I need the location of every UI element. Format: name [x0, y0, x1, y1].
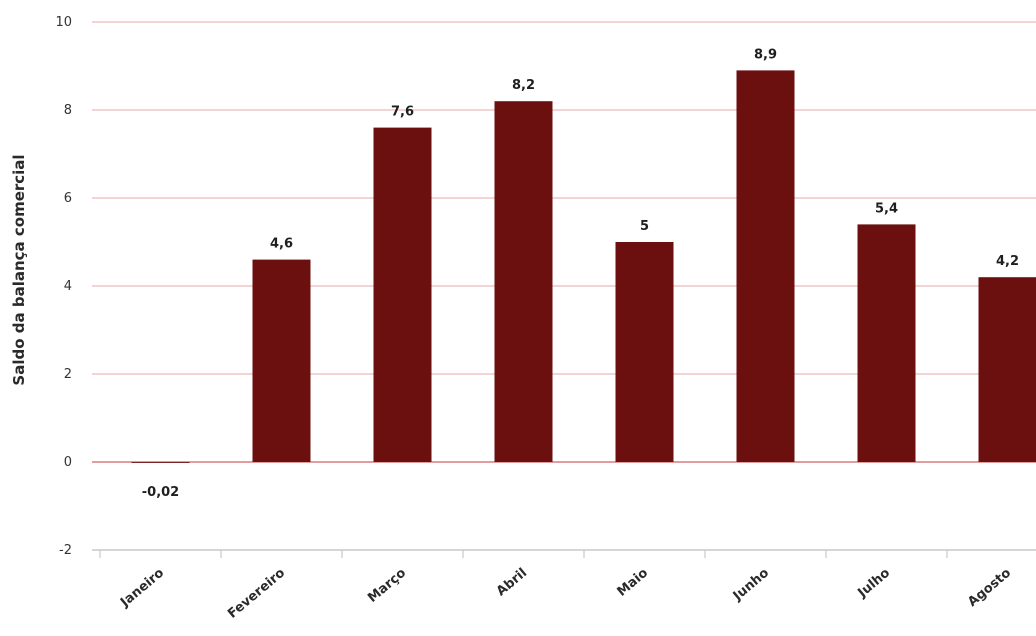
x-tick-label: Julho — [855, 566, 894, 602]
bar-junho — [737, 70, 795, 462]
data-label: 4,6 — [270, 237, 293, 252]
x-tick-label: Fevereiro — [225, 566, 288, 622]
bar-agosto — [979, 277, 1036, 462]
data-label: 8,2 — [512, 78, 535, 93]
x-tick-label: Maio — [615, 566, 652, 600]
y-tick-label: 10 — [55, 15, 72, 30]
y-tick-label: 8 — [64, 103, 72, 118]
bar-março — [374, 128, 432, 462]
x-tick-label: Abril — [494, 566, 530, 600]
bar-janeiro — [132, 462, 190, 463]
y-tick-label: 2 — [64, 367, 72, 382]
y-axis-label: Saldo da balança comercial — [10, 154, 28, 385]
x-tick-label: Junho — [730, 566, 772, 605]
bar-julho — [858, 224, 916, 462]
y-tick-label: -2 — [59, 543, 72, 558]
data-label: 4,2 — [996, 254, 1019, 269]
data-label: 5 — [640, 219, 649, 234]
x-tick-label: Março — [365, 566, 409, 606]
data-label: 7,6 — [391, 105, 414, 120]
y-tick-label: 4 — [64, 279, 72, 294]
bar-abril — [495, 101, 553, 462]
bars — [132, 70, 1036, 462]
data-label: -0,02 — [142, 485, 179, 500]
x-tick-label: Janeiro — [117, 566, 167, 611]
bar-fevereiro — [253, 260, 311, 462]
data-label: 5,4 — [875, 201, 898, 216]
data-label: 8,9 — [754, 47, 777, 62]
x-tick-label: Agosto — [965, 566, 1014, 610]
bar-maio — [616, 242, 674, 462]
y-tick-label: 6 — [64, 191, 72, 206]
y-tick-label: 0 — [64, 455, 72, 470]
